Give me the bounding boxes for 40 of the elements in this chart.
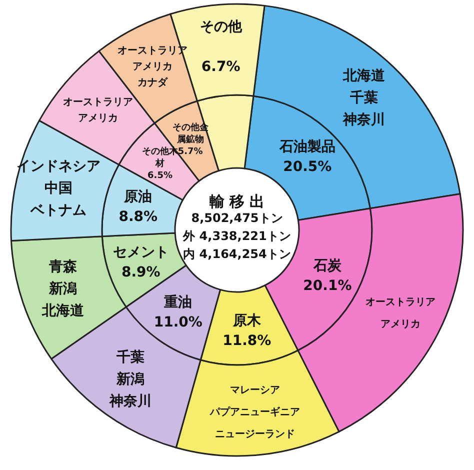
slice-label: セメント: [112, 244, 169, 261]
data-label: 5.7%: [178, 146, 203, 157]
slice-label: 石油製品: [278, 138, 336, 155]
data-label: 11.0%: [154, 314, 202, 331]
data-label: 6.5%: [148, 170, 172, 181]
slice-label: 重油: [163, 294, 192, 311]
text: 8,502,475トン: [191, 211, 283, 225]
text: 内 4,164,254トン: [183, 247, 291, 261]
text: アメリカ: [132, 62, 173, 73]
data-label: 8.8%: [118, 208, 158, 225]
text: 千葉: [116, 350, 145, 366]
text: ニュージーランド: [214, 429, 295, 440]
text: オーストラリア: [62, 96, 133, 108]
data-label: 20.1%: [303, 278, 352, 294]
slice-label: 原木: [232, 313, 262, 330]
text: 神奈川: [110, 394, 152, 410]
slice-label: 原油: [123, 188, 152, 205]
text: 青森: [49, 258, 78, 275]
text: 新潟: [49, 280, 78, 297]
text: 輸 移 出: [208, 192, 265, 210]
text: アメリカ: [380, 318, 421, 330]
text: アメリカ: [78, 112, 118, 124]
text: 中国: [44, 180, 72, 196]
data-label: 11.8%: [222, 333, 272, 350]
text: 北海道: [343, 68, 386, 84]
text: 千葉: [350, 90, 378, 106]
text: パプアニューギニア: [210, 407, 300, 418]
data-label: 8.9%: [121, 264, 160, 281]
data-label: 6.7%: [201, 59, 240, 76]
text: 北海道: [42, 302, 84, 319]
slice-label: 石炭: [312, 258, 342, 274]
text: マレーシア: [230, 385, 280, 396]
text: カナダ: [138, 78, 168, 89]
slice-label: その他: [200, 19, 243, 36]
data-label: 20.5%: [283, 158, 332, 175]
text: 神奈川: [343, 112, 386, 128]
text: オーストラリア: [366, 296, 436, 308]
text: ベトナム: [30, 202, 86, 218]
text: 新潟: [116, 372, 145, 388]
text: 外 4,338,221トン: [182, 229, 291, 243]
